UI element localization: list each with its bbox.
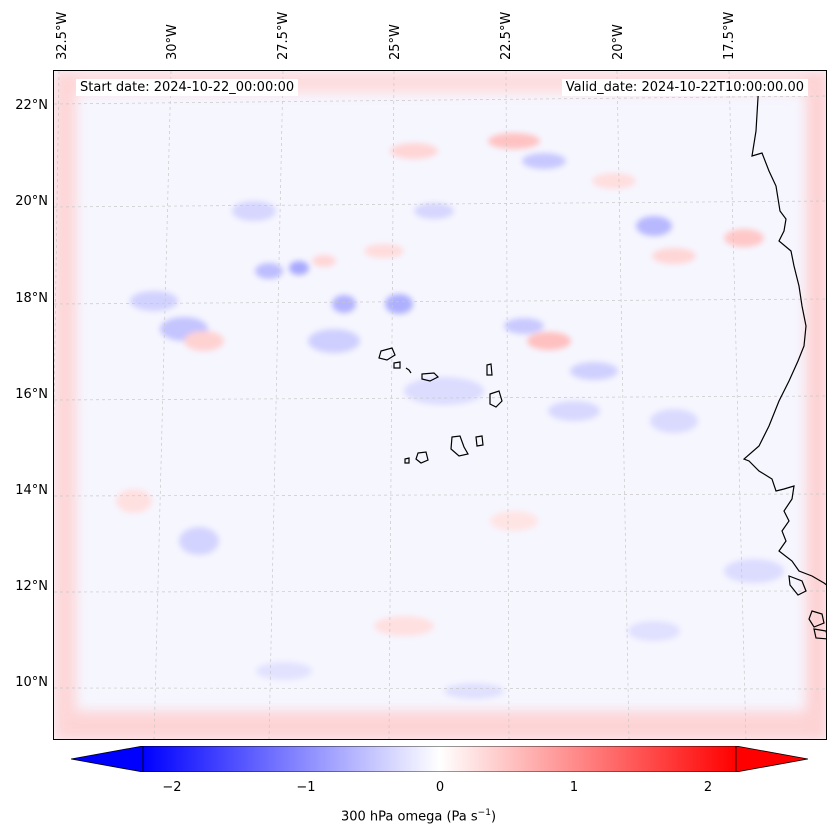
omega-blob — [364, 244, 404, 258]
omega-blob — [179, 527, 219, 555]
omega-blob — [592, 173, 636, 189]
omega-blob — [116, 489, 152, 513]
colorbar-label-close: ) — [490, 809, 497, 825]
omega-blob — [724, 229, 764, 247]
colorbar-tick-neg2: −2 — [162, 780, 182, 795]
graticule-line — [153, 71, 172, 739]
lat-label-22n: 22°N — [15, 98, 48, 113]
cape-verde-island — [415, 451, 429, 464]
omega-blob — [636, 216, 672, 236]
omega-blob — [527, 332, 571, 350]
colorbar-tick-1: 1 — [569, 780, 579, 795]
omega-blob — [312, 255, 336, 267]
lon-label-32-5w: 32.5°W — [55, 11, 70, 60]
omega-blob — [404, 377, 484, 405]
cape-verde-island — [475, 435, 484, 447]
omega-blob — [548, 401, 600, 421]
graticule — [54, 71, 826, 739]
omega-blob — [650, 409, 698, 433]
lon-label-17-5w: 17.5°W — [722, 11, 737, 60]
omega-blob — [628, 621, 680, 641]
colorbar-extend-right — [735, 746, 808, 772]
omega-blob — [570, 362, 618, 380]
coastlines — [378, 80, 826, 640]
omega-blob — [332, 295, 356, 313]
graticule-line — [388, 71, 395, 739]
cape-verde-island — [486, 363, 493, 376]
omega-blob — [444, 683, 504, 699]
colorbar-label-text: 300 hPa omega (Pa s — [340, 809, 478, 825]
graticule-line — [616, 71, 630, 739]
colorbar-tick-0: 0 — [435, 780, 445, 795]
cape-verde-island — [405, 367, 412, 374]
graticule-line — [728, 71, 747, 739]
lon-label-22-5w: 22.5°W — [499, 11, 514, 60]
coast-islet — [788, 575, 807, 596]
omega-blob — [652, 248, 696, 264]
omega-blob — [256, 662, 312, 680]
lat-label-18n: 18°N — [15, 291, 48, 306]
field-background — [54, 71, 826, 739]
lat-label-16n: 16°N — [15, 387, 48, 402]
omega-blob — [232, 201, 276, 221]
coast-islet — [813, 628, 826, 640]
omega-blob — [374, 616, 434, 636]
cape-verde-island — [489, 390, 503, 408]
colorbar-tick-2: 2 — [703, 780, 713, 795]
lat-label-12n: 12°N — [15, 579, 48, 594]
omega-blob — [308, 329, 360, 353]
graticule-line — [268, 71, 284, 739]
omega-blob — [504, 318, 544, 334]
colorbar-body — [142, 746, 737, 772]
cape-verde-island — [404, 457, 410, 464]
colorbar-extend-left — [71, 746, 144, 772]
omega-blob — [385, 294, 413, 314]
colorbar-label: 300 hPa omega (Pa s−1) — [0, 808, 837, 824]
omega-blob — [414, 203, 454, 219]
cape-verde-island — [450, 435, 469, 457]
omega-blobs — [116, 133, 784, 699]
omega-blob — [724, 559, 784, 583]
cape-verde-island — [378, 347, 396, 361]
graticule-line — [505, 71, 510, 739]
coast-islet — [808, 610, 825, 628]
omega-blob — [490, 511, 538, 531]
colorbar-tick-neg1: −1 — [296, 780, 316, 795]
lat-label-14n: 14°N — [15, 483, 48, 498]
omega-blob — [255, 263, 283, 279]
omega-blob — [289, 261, 309, 275]
omega-blob — [390, 143, 438, 159]
cape-verde-island — [421, 372, 440, 382]
lon-label-27-5w: 27.5°W — [276, 11, 291, 60]
colorbar-label-exponent: −1 — [477, 808, 491, 818]
cape-verde-island — [393, 361, 401, 369]
omega-blob — [488, 133, 540, 149]
lat-label-20n: 20°N — [15, 194, 48, 209]
lon-label-25w: 25°W — [388, 24, 403, 60]
omega-blob — [130, 291, 178, 311]
valid-date-label: Valid_date: 2024-10-22T10:00:00.00 — [561, 79, 808, 96]
start-date-label: Start date: 2024-10-22_00:00:00 — [76, 79, 299, 96]
map-field — [54, 71, 826, 739]
lon-label-30w: 30°W — [165, 24, 180, 60]
map-panel: Start date: 2024-10-22_00:00:00 Valid_da… — [53, 70, 827, 740]
lat-label-10n: 10°N — [15, 675, 48, 690]
colorbar — [71, 746, 808, 772]
omega-blob — [184, 331, 224, 351]
omega-blob — [522, 153, 566, 169]
lon-label-20w: 20°W — [611, 24, 626, 60]
africa-coastline — [742, 80, 826, 586]
